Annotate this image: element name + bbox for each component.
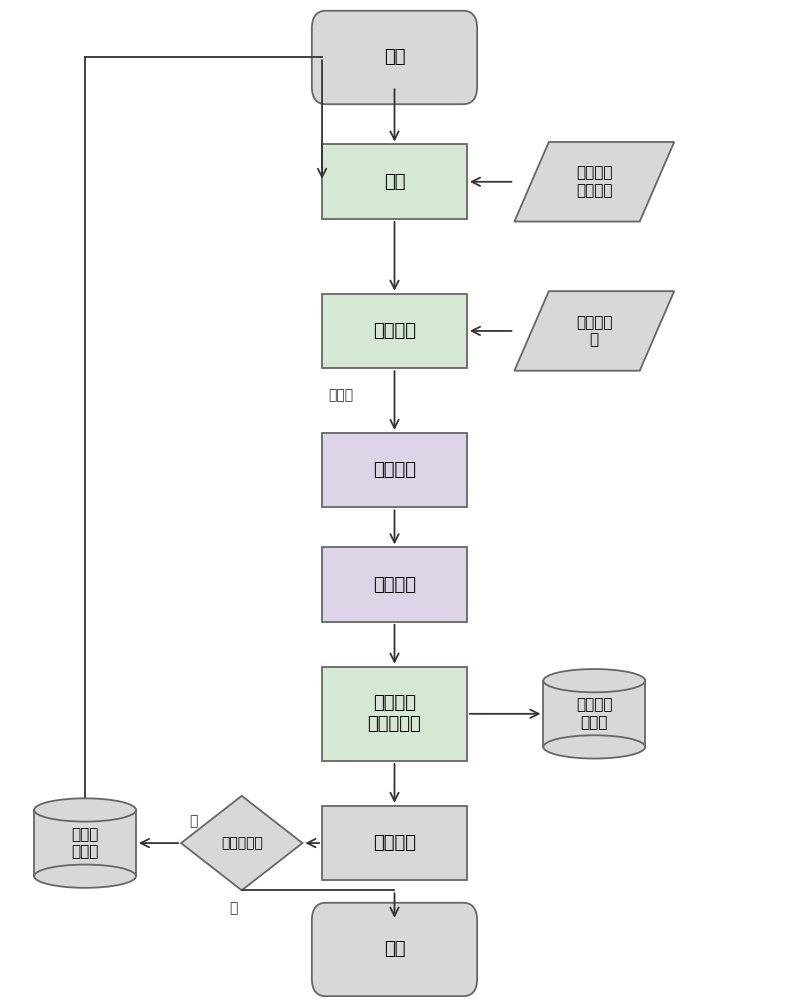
FancyBboxPatch shape: [312, 11, 477, 104]
Text: 再启动计算: 再启动计算: [221, 836, 263, 850]
Text: 基模修正: 基模修正: [373, 576, 416, 594]
Bar: [322, 547, 467, 622]
Bar: [322, 667, 467, 761]
Polygon shape: [514, 291, 674, 371]
FancyBboxPatch shape: [312, 903, 477, 996]
Ellipse shape: [544, 669, 645, 692]
Bar: [322, 806, 467, 880]
Bar: [322, 144, 467, 219]
Text: 材料几何
设计参数: 材料几何 设计参数: [576, 166, 612, 198]
Text: 共振计算: 共振计算: [373, 322, 416, 340]
Text: 结束: 结束: [383, 940, 406, 958]
Bar: [322, 433, 467, 507]
Text: 堆芯参数
数据库: 堆芯参数 数据库: [576, 698, 612, 730]
Bar: [544, 681, 645, 747]
Text: 输运计算: 输运计算: [373, 461, 416, 479]
Text: 输入: 输入: [383, 173, 406, 191]
Text: 再启动
文件库: 再启动 文件库: [71, 827, 99, 859]
Text: 否: 否: [230, 901, 238, 915]
Ellipse shape: [544, 735, 645, 759]
Text: 多群数据
库: 多群数据 库: [576, 315, 612, 347]
Bar: [322, 294, 467, 368]
Polygon shape: [181, 796, 302, 890]
Text: 功率计算
群常数输出: 功率计算 群常数输出: [368, 694, 421, 733]
Polygon shape: [514, 142, 674, 222]
Bar: [34, 810, 136, 876]
Text: 燃耗计算: 燃耗计算: [373, 834, 416, 852]
Text: 是: 是: [189, 814, 197, 828]
Text: 一步法: 一步法: [328, 389, 353, 403]
Ellipse shape: [34, 798, 136, 822]
Text: 开始: 开始: [383, 48, 406, 66]
Ellipse shape: [34, 865, 136, 888]
